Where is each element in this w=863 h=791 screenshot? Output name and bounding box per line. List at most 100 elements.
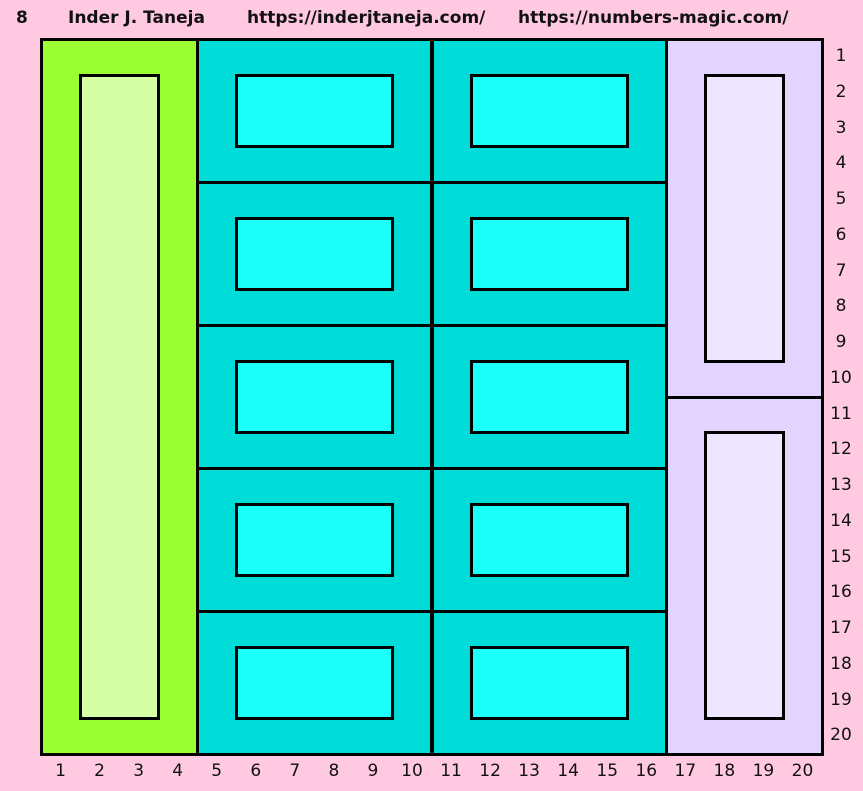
- grid-cell[interactable]: [587, 110, 628, 148]
- grid-cell[interactable]: [119, 182, 160, 219]
- grid-cell[interactable]: [743, 611, 784, 648]
- grid-cell[interactable]: [41, 575, 82, 612]
- grid-cell[interactable]: [470, 360, 511, 398]
- grid-cell[interactable]: [275, 289, 316, 326]
- grid-cell[interactable]: [119, 146, 160, 183]
- grid-cell[interactable]: [197, 74, 238, 112]
- grid-cell[interactable]: [431, 146, 472, 183]
- grid-cell[interactable]: [236, 289, 277, 326]
- grid-cell[interactable]: [119, 396, 160, 434]
- grid-cell[interactable]: [704, 396, 745, 434]
- grid-cell[interactable]: [431, 360, 472, 398]
- grid-cell[interactable]: [158, 39, 199, 76]
- grid-cell[interactable]: [236, 110, 277, 148]
- grid-cell[interactable]: [236, 718, 277, 755]
- grid-cell[interactable]: [41, 539, 82, 577]
- grid-cell[interactable]: [158, 539, 199, 577]
- grid-cell[interactable]: [236, 575, 277, 612]
- grid-cell[interactable]: [392, 682, 433, 720]
- grid-cell[interactable]: [743, 432, 784, 469]
- grid-cell[interactable]: [41, 253, 82, 291]
- grid-cell[interactable]: [509, 432, 550, 469]
- grid-cell[interactable]: [236, 682, 277, 720]
- grid-cell[interactable]: [626, 182, 667, 219]
- grid-cell[interactable]: [197, 146, 238, 183]
- grid-cell[interactable]: [197, 646, 238, 684]
- grid-cell[interactable]: [665, 217, 706, 255]
- grid-cell[interactable]: [80, 253, 121, 291]
- grid-cell[interactable]: [626, 682, 667, 720]
- grid-cell[interactable]: [743, 718, 784, 755]
- grid-cell[interactable]: [587, 182, 628, 219]
- grid-cell[interactable]: [509, 146, 550, 183]
- grid-cell[interactable]: [743, 682, 784, 720]
- grid-cell[interactable]: [587, 468, 628, 505]
- grid-cell[interactable]: [782, 217, 823, 255]
- grid-cell[interactable]: [548, 539, 589, 577]
- grid-cell[interactable]: [665, 646, 706, 684]
- grid-cell[interactable]: [158, 182, 199, 219]
- grid-cell[interactable]: [587, 611, 628, 648]
- grid-cell[interactable]: [353, 325, 394, 362]
- grid-cell[interactable]: [314, 289, 355, 326]
- grid-cell[interactable]: [41, 325, 82, 362]
- grid-cell[interactable]: [314, 396, 355, 434]
- grid-cell[interactable]: [665, 611, 706, 648]
- grid-cell[interactable]: [236, 611, 277, 648]
- grid-cell[interactable]: [197, 468, 238, 505]
- grid-cell[interactable]: [314, 325, 355, 362]
- grid-cell[interactable]: [704, 110, 745, 148]
- grid-cell[interactable]: [275, 539, 316, 577]
- grid-cell[interactable]: [314, 539, 355, 577]
- grid-cell[interactable]: [80, 182, 121, 219]
- grid-cell[interactable]: [509, 39, 550, 76]
- grid-cell[interactable]: [431, 74, 472, 112]
- grid-cell[interactable]: [704, 575, 745, 612]
- grid-cell[interactable]: [392, 146, 433, 183]
- grid-cell[interactable]: [548, 646, 589, 684]
- grid-cell[interactable]: [353, 360, 394, 398]
- grid-cell[interactable]: [353, 611, 394, 648]
- grid-cell[interactable]: [626, 718, 667, 755]
- grid-cell[interactable]: [158, 289, 199, 326]
- grid-cell[interactable]: [41, 360, 82, 398]
- grid-cell[interactable]: [392, 646, 433, 684]
- grid-cell[interactable]: [197, 325, 238, 362]
- grid-cell[interactable]: [392, 503, 433, 541]
- grid-cell[interactable]: [704, 182, 745, 219]
- grid-cell[interactable]: [275, 718, 316, 755]
- grid-cell[interactable]: [392, 110, 433, 148]
- grid-cell[interactable]: [41, 468, 82, 505]
- grid-cell[interactable]: [509, 110, 550, 148]
- grid-cell[interactable]: [548, 253, 589, 291]
- grid-cell[interactable]: [626, 432, 667, 469]
- grid-cell[interactable]: [119, 217, 160, 255]
- grid-cell[interactable]: [275, 468, 316, 505]
- grid-cell[interactable]: [470, 611, 511, 648]
- grid-cell[interactable]: [80, 432, 121, 469]
- grid-cell[interactable]: [41, 646, 82, 684]
- grid-cell[interactable]: [353, 432, 394, 469]
- grid-cell[interactable]: [470, 253, 511, 291]
- grid-cell[interactable]: [392, 253, 433, 291]
- grid-cell[interactable]: [275, 325, 316, 362]
- grid-cell[interactable]: [704, 253, 745, 291]
- grid-cell[interactable]: [353, 182, 394, 219]
- grid-cell[interactable]: [743, 39, 784, 76]
- grid-cell[interactable]: [197, 110, 238, 148]
- grid-cell[interactable]: [314, 39, 355, 76]
- grid-cell[interactable]: [197, 682, 238, 720]
- grid-cell[interactable]: [743, 110, 784, 148]
- grid-cell[interactable]: [470, 39, 511, 76]
- grid-cell[interactable]: [275, 611, 316, 648]
- grid-cell[interactable]: [509, 182, 550, 219]
- grid-cell[interactable]: [431, 39, 472, 76]
- grid-cell[interactable]: [236, 646, 277, 684]
- grid-cell[interactable]: [431, 468, 472, 505]
- grid-cell[interactable]: [509, 539, 550, 577]
- grid-cell[interactable]: [197, 432, 238, 469]
- grid-cell[interactable]: [626, 289, 667, 326]
- grid-cell[interactable]: [431, 182, 472, 219]
- grid-cell[interactable]: [470, 539, 511, 577]
- grid-cell[interactable]: [236, 360, 277, 398]
